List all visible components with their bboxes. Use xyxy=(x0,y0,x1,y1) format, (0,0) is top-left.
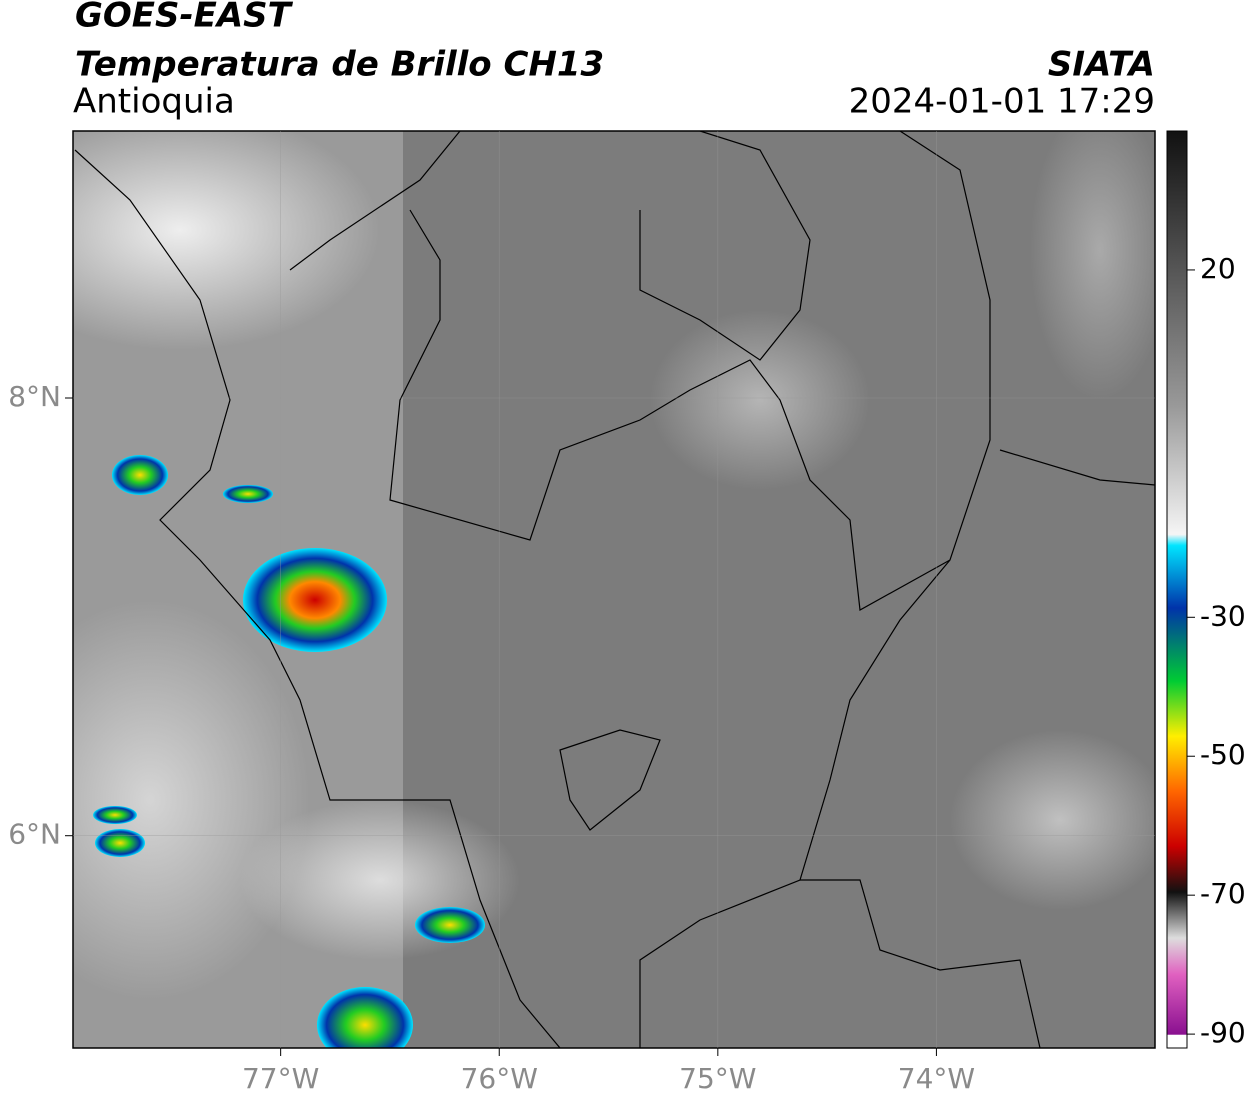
region: Antioquia xyxy=(73,82,235,122)
colorbar-tick-label: -90 xyxy=(1200,1016,1246,1049)
colorbar-tick-label: -50 xyxy=(1200,738,1246,771)
datetime: 2024-01-01 17:29 xyxy=(849,82,1155,122)
x-tick-label: 75°W xyxy=(679,1062,756,1095)
y-tick-label: 6°N xyxy=(8,818,61,851)
subtitle: Temperatura de Brillo CH13 xyxy=(75,45,604,85)
map-frame xyxy=(72,130,1156,1049)
x-tick-label: 77°W xyxy=(242,1062,319,1095)
colorbar-tick-label: -30 xyxy=(1200,599,1246,632)
title: GOES-EAST xyxy=(75,0,294,36)
x-tick-label: 76°W xyxy=(461,1062,538,1095)
y-tick-label: 8°N xyxy=(8,380,61,413)
source: SIATA xyxy=(1048,45,1155,85)
x-tick-label: 74°W xyxy=(898,1062,975,1095)
colorbar xyxy=(1166,130,1188,1049)
colorbar-tick-label: 20 xyxy=(1200,252,1236,285)
imagery xyxy=(73,131,1155,1048)
colorbar-tick-label: -70 xyxy=(1200,877,1246,910)
